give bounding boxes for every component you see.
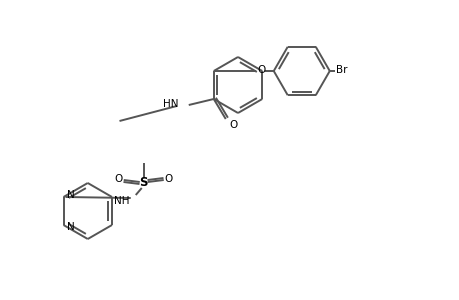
Text: O: O [229,120,237,130]
Text: NH: NH [114,196,129,206]
Text: S: S [139,176,148,190]
Text: HN: HN [163,99,179,109]
Text: O: O [257,65,265,75]
Text: N: N [67,190,74,200]
Text: N: N [67,222,74,232]
Text: Br: Br [335,65,347,75]
Text: O: O [164,174,173,184]
Text: O: O [114,174,123,184]
